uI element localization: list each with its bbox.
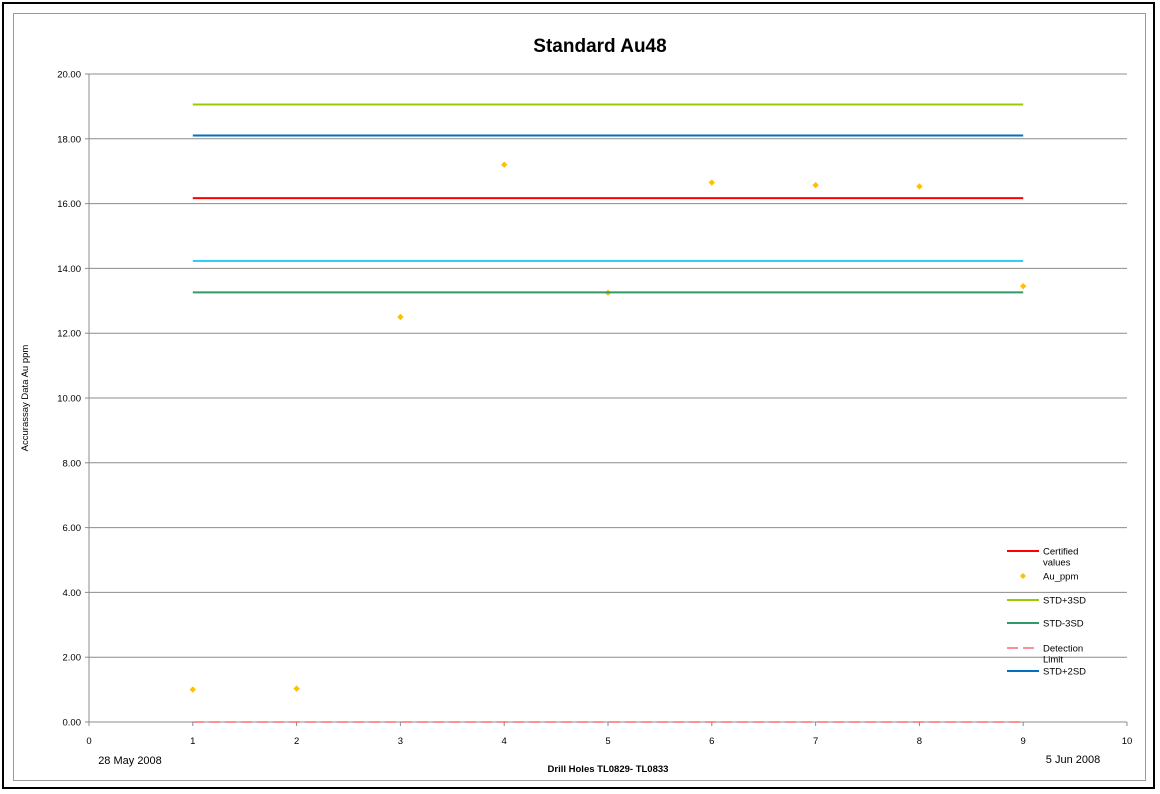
data-point <box>501 161 508 168</box>
data-point <box>397 313 404 321</box>
x-tick-label: 8 <box>917 736 922 747</box>
y-axis-label: Accurassay Data Au ppm <box>20 345 31 452</box>
data-point <box>916 183 923 190</box>
x-tick-label: 2 <box>294 736 299 747</box>
legend-label: Certified <box>1043 547 1078 558</box>
x-tick-label: 1 <box>190 736 195 747</box>
x-tick-label: 6 <box>709 736 714 747</box>
y-tick-label: 10.00 <box>57 394 81 405</box>
legend-marker <box>1020 573 1026 579</box>
y-tick-label: 18.00 <box>57 134 81 145</box>
legend-label: STD+2SD <box>1043 667 1086 678</box>
legend-label: STD-3SD <box>1043 619 1084 630</box>
x-tick-label: 9 <box>1021 736 1026 747</box>
series-group <box>189 103 1027 723</box>
date-start-label: 28 May 2008 <box>98 755 162 767</box>
x-axis-label: Drill Holes TL0829- TL0833 <box>548 764 669 775</box>
x-tick-labels: 0 1 2 3 4 5 6 7 8 9 10 <box>86 736 1132 747</box>
legend-item: STD+2SD <box>1007 667 1086 678</box>
legend-label: STD+3SD <box>1043 596 1086 607</box>
data-point <box>1020 283 1027 290</box>
x-tick-label: 5 <box>605 736 610 747</box>
x-tick-label: 4 <box>502 736 507 747</box>
y-tick-label: 12.00 <box>57 329 81 340</box>
x-tick-label: 3 <box>398 736 403 747</box>
x-tick-label: 7 <box>813 736 818 747</box>
axes <box>85 73 1128 726</box>
y-tick-labels: 0.00 2.00 4.00 6.00 8.00 10.00 12.00 14.00 16.00… <box>57 70 81 729</box>
y-tick-label: 20.00 <box>57 70 81 81</box>
legend-item: STD+3SD <box>1007 596 1086 607</box>
data-point <box>708 179 715 186</box>
data-point <box>812 181 819 189</box>
y-tick-label: 4.00 <box>63 588 82 599</box>
legend-label: values <box>1043 558 1071 569</box>
legend-item: STD-3SD <box>1007 619 1084 630</box>
x-tick-label: 0 <box>86 736 91 747</box>
y-tick-label: 0.00 <box>63 718 82 729</box>
x-tick-label: 10 <box>1122 736 1133 747</box>
y-tick-label: 2.00 <box>63 653 82 664</box>
y-tick-label: 8.00 <box>63 458 82 469</box>
chart-title: Standard Au48 <box>533 36 666 57</box>
gridlines <box>89 73 1127 658</box>
legend-label: Au_ppm <box>1043 572 1078 583</box>
data-point <box>189 686 196 693</box>
data-point <box>293 685 300 692</box>
y-tick-label: 14.00 <box>57 264 81 275</box>
y-tick-label: 16.00 <box>57 199 81 210</box>
legend-label: Limit <box>1043 655 1063 666</box>
date-end-label: 5 Jun 2008 <box>1046 754 1100 766</box>
legend-item: Au_ppm <box>1020 572 1078 583</box>
chart-area-border <box>13 13 1146 781</box>
y-tick-label: 6.00 <box>63 523 82 534</box>
legend-label: Detection <box>1043 644 1083 655</box>
